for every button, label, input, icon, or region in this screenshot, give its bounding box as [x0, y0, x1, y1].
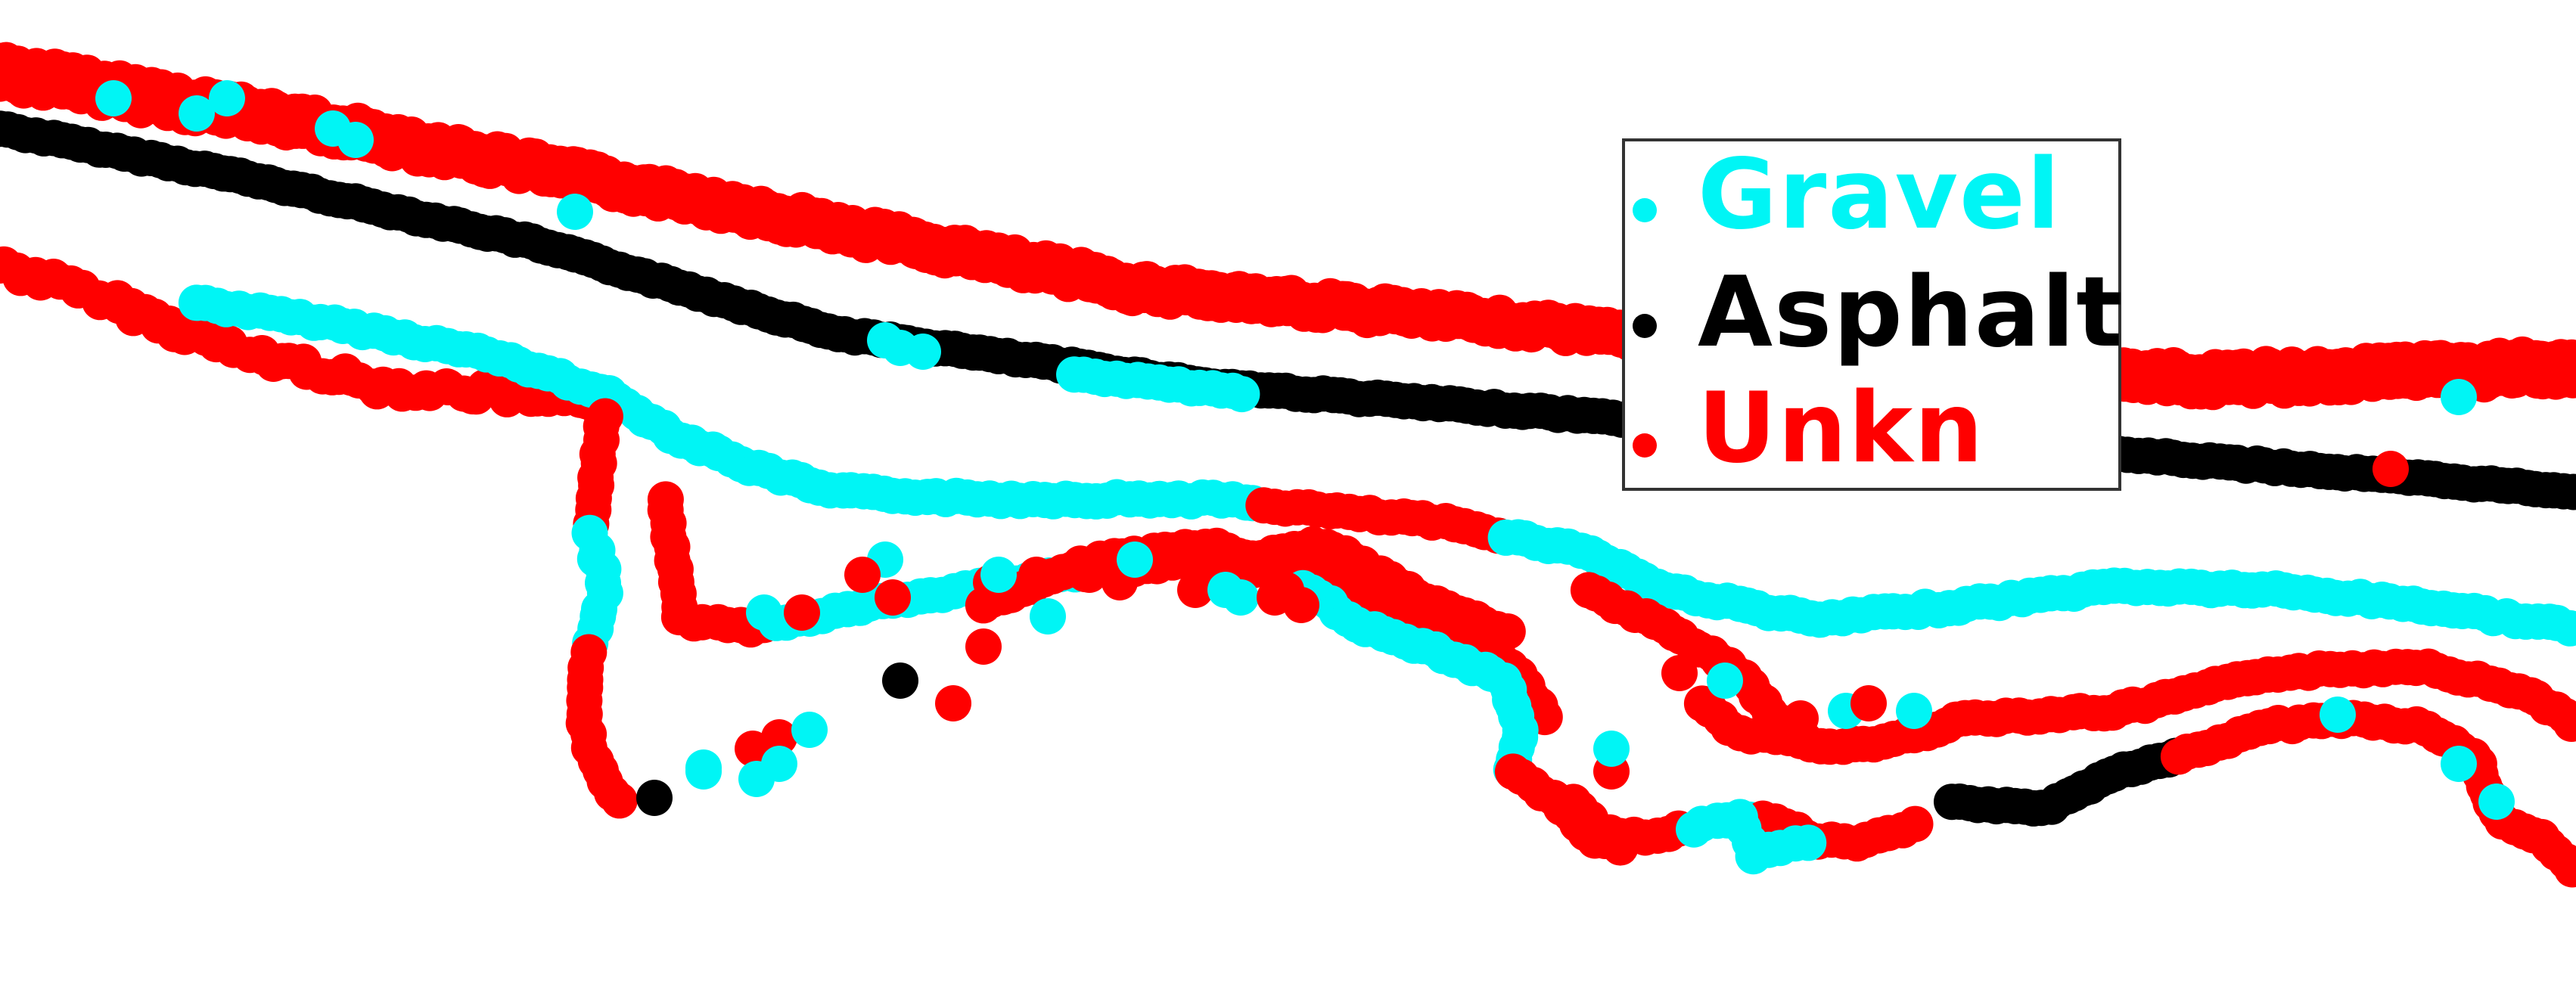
track-point-unkn — [2372, 451, 2409, 487]
track-point-gravel — [2478, 783, 2515, 820]
track-point-gravel — [2441, 379, 2477, 415]
track-point-gravel — [738, 761, 775, 797]
track-point-unkn — [2554, 361, 2576, 399]
track-point-gravel — [1207, 572, 1244, 608]
track-point-unkn — [784, 594, 820, 631]
track-point-unkn — [1257, 579, 1293, 616]
track-point-unkn — [1177, 572, 1213, 608]
track-point-unkn — [844, 557, 881, 593]
track-point-unkn — [965, 628, 1002, 665]
track-point-unkn — [1018, 557, 1055, 593]
legend-marker-asphalt — [1633, 314, 1657, 338]
track-point-gravel — [209, 80, 245, 116]
track-point-unkn — [1782, 700, 1819, 737]
track-point-unkn — [1230, 541, 1266, 578]
track-point-gravel — [1896, 693, 1932, 729]
track-point-gravel — [1223, 376, 1260, 413]
track-point-gravel — [980, 557, 1017, 593]
track-point-unkn — [761, 719, 797, 756]
legend-label-gravel: Gravel — [1698, 138, 2062, 251]
track-point-gravel — [1030, 598, 1066, 635]
track-point-gravel — [905, 334, 941, 370]
track-point-gravel — [179, 95, 215, 132]
legend-item-asphalt: Asphalt — [1625, 141, 2122, 369]
track-point-unkn — [2554, 851, 2576, 888]
track-point-gravel — [95, 80, 132, 116]
track-point-unkn — [1154, 541, 1191, 578]
track-point-asphalt — [2555, 473, 2576, 510]
track-point-gravel — [2320, 697, 2356, 733]
track-point-gravel — [337, 122, 374, 158]
track-point-gravel — [557, 194, 593, 230]
legend-label-unkn: Unkn — [1698, 372, 1985, 485]
track-point-gravel — [1897, 805, 1934, 842]
track-point-gravel — [685, 753, 722, 790]
legend-label-asphalt: Asphalt — [1698, 256, 2124, 369]
track-point-unkn — [1850, 685, 1887, 721]
track-point-gravel — [1117, 541, 1153, 578]
track-point-unkn — [1489, 613, 1526, 650]
track-point-unkn — [1661, 655, 1698, 691]
legend-marker-unkn — [1633, 433, 1657, 458]
legend-marker-gravel — [1633, 198, 1657, 222]
track-point-unkn — [935, 685, 971, 721]
legend-item-unkn: Unkn — [1625, 141, 2118, 485]
track-point-unkn — [601, 782, 638, 819]
legend-item-gravel: Gravel — [1625, 138, 2118, 255]
track-point-gravel — [1593, 731, 1630, 767]
track-point-unkn — [1071, 557, 1108, 593]
legend: Gravel Asphalt Unkn — [1622, 138, 2122, 491]
track-point-asphalt — [882, 662, 918, 699]
track-point-gravel — [1707, 662, 1743, 699]
track-point-gravel — [1790, 824, 1827, 861]
track-point-unkn — [2553, 706, 2576, 742]
track-point-unkn — [875, 579, 911, 616]
track-point-gravel — [746, 594, 782, 631]
track-point-asphalt — [636, 780, 673, 816]
track-point-gravel — [2552, 610, 2576, 647]
track-point-gravel — [791, 712, 828, 748]
track-point-gravel — [2441, 746, 2477, 782]
